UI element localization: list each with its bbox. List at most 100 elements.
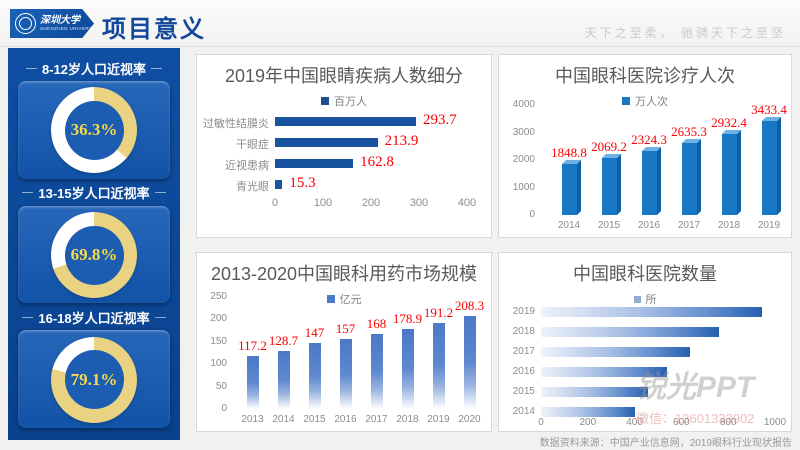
chart-eye-disease-breakdown: 2019年中国眼睛疾病人数细分 百万人 过敏性结膜炎 293.7 干眼症 213.9 近… [196, 54, 492, 238]
y-tick-label: 150 [210, 335, 227, 347]
category-label: 过敏性结膜炎 [203, 118, 269, 130]
sidebar-myopia-gauges: 8-12岁人口近视率 36.3% 13-15岁人口近视率 [8, 48, 180, 440]
y-tick-label: 50 [215, 380, 227, 392]
x-tick-label: 200 [361, 197, 381, 209]
value-label: 1848.8 [551, 145, 587, 161]
legend-label: 亿元 [339, 294, 362, 306]
value-label: 2324.3 [631, 132, 667, 148]
bar [463, 315, 476, 409]
gauge-age-13-15: 13-15岁人口近视率 69.8% [18, 181, 170, 306]
decor-line [154, 192, 166, 194]
y-tick-label: 2000 [512, 154, 535, 165]
page-title: 项目意义 [102, 16, 206, 43]
value-label: 293.7 [422, 112, 457, 128]
bar [541, 347, 691, 357]
header: 深圳大学 SHENZHEN UNIVERSITY 项目意义 天下之至柔， 驰骋天… [0, 0, 800, 47]
x-tick-label: 400 [457, 197, 477, 209]
decor-line [25, 67, 37, 69]
x-category-label: 2020 [458, 414, 481, 425]
plot-area: 过敏性结膜炎 293.7 干眼症 213.9 近视患病 162.8 青光眼 15.3 0 100 2… [197, 55, 491, 237]
y-tick-label: 4000 [512, 99, 535, 110]
bar [401, 328, 414, 409]
header-motto: 天下之至柔， 驰骋天下之至坚 [584, 26, 786, 40]
plot-area: 0 50 100 150 200 250 117.2 2013 128.7 2014 147 2015… [197, 253, 491, 431]
bar-3d [681, 138, 701, 215]
bar-3d [721, 130, 741, 215]
category-label: 2014 [512, 406, 535, 417]
bar [432, 323, 445, 409]
gauge-panel: 36.3% [18, 81, 170, 179]
bar-3d [761, 116, 781, 215]
y-tick-label: 100 [210, 358, 227, 370]
value-label: 191.2 [423, 305, 454, 321]
chart-legend: 亿元 [197, 291, 491, 307]
chart-ophthalmic-drug-market: 2013-2020中国眼科用药市场规模 亿元 0 50 100 150 200 250 11… [196, 252, 492, 432]
gauge-age-8-12: 8-12岁人口近视率 36.3% [18, 56, 170, 181]
bar [308, 343, 321, 409]
gauge-value: 36.3% [70, 120, 118, 140]
gauge-title: 16-18岁人口近视率 [18, 307, 170, 327]
category-label: 2015 [512, 386, 535, 397]
category-label: 近视患病 [225, 160, 269, 172]
chart-title: 中国眼科医院诊疗人次 [555, 66, 735, 86]
chart-legend: 万人次 [499, 93, 791, 109]
gauge-title-text: 16-18岁人口近视率 [38, 310, 150, 326]
bar [541, 327, 720, 337]
x-category-label: 2019 [757, 220, 781, 231]
legend-swatch-icon [326, 295, 335, 303]
university-logo: 深圳大学 SHENZHEN UNIVERSITY [10, 9, 94, 38]
bar-side-face [736, 130, 741, 215]
donut-chart: 69.8% [51, 212, 137, 298]
gauge-title-text: 8-12岁人口近视率 [41, 61, 147, 77]
value-label: 2069.2 [591, 139, 627, 155]
bar [370, 333, 383, 409]
gauge-value: 79.1% [70, 369, 118, 389]
x-tick-label: 300 [409, 197, 429, 209]
y-tick-label: 250 [210, 291, 227, 302]
decor-line [154, 316, 166, 318]
bar [246, 356, 259, 409]
chart-title: 2019年中国眼睛疾病人数细分 [224, 66, 464, 86]
gauge-panel: 79.1% [18, 330, 170, 429]
legend-label: 万人次 [635, 96, 668, 108]
x-tick-label: 1000 [763, 417, 787, 428]
bar-3d [561, 160, 581, 215]
value-label: 2635.3 [671, 123, 707, 139]
value-label: 208.3 [454, 297, 485, 313]
bar-front-face [601, 158, 617, 215]
bar-front-face [761, 120, 777, 215]
value-label: 2932.4 [711, 115, 747, 131]
y-tick-label: 200 [210, 313, 227, 325]
chart-title: 2013-2020中国眼科用药市场规模 [210, 264, 478, 284]
university-name-cn: 深圳大学 [40, 14, 80, 26]
bar [541, 367, 667, 377]
bar [275, 159, 354, 168]
value-label: 15.3 [289, 175, 316, 191]
bar [275, 180, 283, 189]
bar-front-face [561, 164, 577, 215]
decor-line [22, 192, 34, 194]
bar-side-face [656, 147, 661, 215]
value-label: 147 [304, 325, 325, 341]
plot-area: 0 1000 2000 3000 4000 1848.8 2014 2069.2 2015 232… [499, 55, 791, 237]
x-tick-label: 200 [579, 417, 597, 428]
y-tick-label: 1000 [512, 181, 535, 193]
y-tick-label: 0 [529, 209, 535, 220]
chart-legend: 所 [499, 291, 791, 307]
university-name-en: SHENZHEN UNIVERSITY [40, 26, 101, 31]
bar-side-face [616, 154, 621, 215]
x-category-label: 2017 [677, 220, 701, 231]
x-category-label: 2016 [334, 414, 357, 425]
bar-3d [641, 147, 661, 215]
x-category-label: 2018 [396, 414, 419, 425]
gauge-title-text: 13-15岁人口近视率 [38, 186, 150, 202]
university-seal-icon [15, 13, 36, 34]
x-category-label: 2015 [303, 414, 326, 425]
decor-line [151, 67, 163, 69]
x-category-label: 2014 [272, 414, 295, 425]
x-tick-label: 0 [538, 417, 544, 428]
chart-eye-hospital-visits: 中国眼科医院诊疗人次 万人次 0 1000 2000 3000 4000 1848.8 20… [498, 54, 792, 238]
bar [541, 387, 649, 397]
y-tick-label: 3000 [512, 126, 535, 138]
x-category-label: 2017 [365, 414, 388, 425]
